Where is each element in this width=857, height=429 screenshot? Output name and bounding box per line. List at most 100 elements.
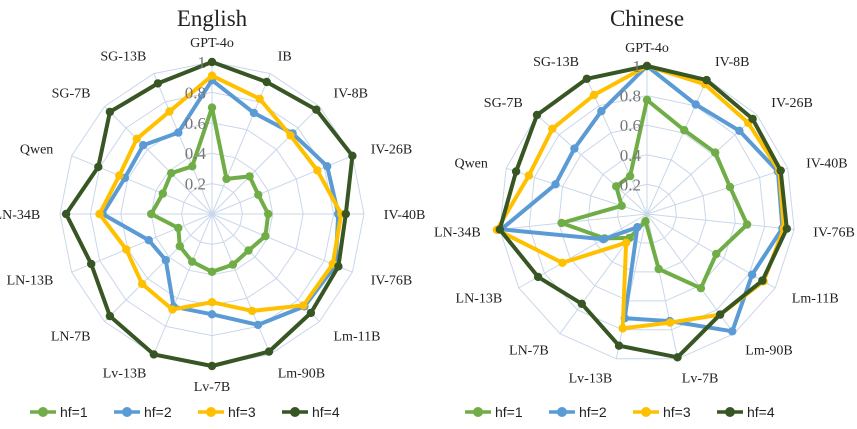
spoke-iv-76b — [646, 213, 795, 230]
data-point-hf-1-iv-26b — [254, 190, 263, 199]
legend-marker-hf-4 — [290, 407, 300, 417]
data-point-hf-1-sg-7b — [167, 169, 176, 178]
tick-label: 0.8 — [620, 87, 641, 106]
data-point-hf-1-iv-40b — [264, 209, 273, 219]
data-point-hf-4-ln-7b — [105, 311, 115, 321]
chart-title: English — [177, 6, 248, 31]
data-point-hf-2-qwen — [551, 180, 560, 189]
data-point-hf-1-lm-11b — [244, 246, 253, 255]
data-point-hf-4-iv-8b — [312, 105, 321, 114]
data-point-hf-1-sg-13b — [188, 162, 197, 171]
data-point-hf-2-ln-7b — [161, 256, 170, 265]
data-point-hf-3-lm-90b — [247, 306, 257, 316]
data-point-hf-2-ln-13b — [599, 235, 608, 244]
axis-label-lv-13b: Lv-13B — [569, 372, 613, 387]
legend-label-hf-4: hf=4 — [747, 404, 775, 420]
data-point-hf-3-ib — [255, 94, 264, 104]
data-point-hf-4-sg-13b — [153, 79, 163, 88]
axis-label-lv-7b: Lv-7B — [194, 380, 231, 395]
data-point-hf-1-gpt-4o — [207, 103, 217, 112]
data-point-hf-1-lv-13b — [641, 217, 650, 226]
axis-label-lm-11b: Lm-11B — [334, 330, 381, 345]
data-point-hf-1-lv-7b — [654, 264, 663, 274]
axis-label-lm-11b: Lm-11B — [792, 292, 839, 307]
tick-label: 0.2 — [620, 175, 641, 194]
legend-marker-hf-1 — [38, 407, 48, 417]
legend-item-hf-3: hf=3 — [633, 404, 691, 420]
legend-marker-hf-2 — [122, 407, 132, 417]
data-point-hf-1-ib — [222, 174, 231, 184]
data-point-hf-4-ln-13b — [87, 259, 96, 269]
axis-label-gpt-4o: GPT-4o — [625, 41, 669, 56]
spoke-iv-8b — [211, 106, 320, 215]
data-point-hf-1-ln-34b — [557, 218, 566, 228]
axis-label-lm-90b: Lm-90B — [278, 367, 325, 382]
data-point-hf-3-sg-13b — [165, 107, 174, 116]
data-point-hf-3-lv-13b — [618, 324, 627, 333]
data-point-hf-2-sg-7b — [139, 141, 148, 150]
data-point-hf-4-lm-11b — [758, 276, 767, 285]
data-point-hf-4-ln-34b — [61, 209, 71, 219]
axis-label-qwen: Qwen — [20, 142, 53, 157]
legend-marker-hf-3 — [641, 407, 651, 417]
data-point-hf-2-iv-8b — [691, 100, 700, 109]
data-point-hf-4-ln-7b — [577, 299, 586, 308]
data-point-hf-3-qwen — [524, 171, 533, 180]
data-point-hf-4-lv-13b — [149, 350, 158, 359]
data-point-hf-3-ln-13b — [558, 258, 567, 267]
legend-label-hf-1: hf=1 — [495, 404, 523, 420]
data-point-hf-4-iv-8b — [702, 75, 711, 85]
data-point-hf-4-sg-7b — [105, 107, 115, 117]
legend-item-hf-2: hf=2 — [114, 404, 172, 420]
data-point-hf-4-lv-7b — [673, 353, 682, 362]
radar-chart-english: English GPT-4o IB IV-8B IV-26B IV-40B IV-76B Lm… — [0, 6, 425, 420]
data-point-hf-4-iv-40b — [341, 209, 350, 219]
axis-label-sg-7b: SG-7B — [484, 96, 523, 111]
data-point-hf-1-sg-13b — [625, 171, 635, 181]
data-point-hf-1-iv-26b — [711, 148, 720, 157]
data-point-hf-4-iv-26b — [348, 151, 357, 160]
legend-item-hf-1: hf=1 — [465, 404, 523, 420]
data-point-hf-1-iv-76b — [261, 231, 270, 241]
legend-item-hf-1: hf=1 — [30, 404, 88, 420]
data-point-hf-1-lm-11b — [712, 249, 721, 259]
data-point-hf-1-gpt-4o — [642, 95, 652, 105]
axis-label-ln-13b: LN-13B — [7, 274, 54, 289]
data-point-hf-4-lv-7b — [207, 361, 217, 371]
legend-item-hf-2: hf=2 — [549, 404, 607, 420]
data-point-hf-4-gpt-4o — [642, 61, 652, 71]
data-point-hf-1-ln-34b — [147, 209, 156, 219]
data-point-hf-2-ib — [249, 108, 259, 118]
axis-label-iv-76b: IV-76B — [813, 226, 855, 241]
tick-label: 0.2 — [185, 175, 206, 194]
data-point-hf-1-ln-7b — [175, 242, 184, 251]
data-point-hf-2-ln-13b — [144, 236, 153, 245]
data-point-hf-2-sg-13b — [597, 107, 606, 116]
axis-label-iv-76b: IV-76B — [371, 274, 413, 289]
data-point-hf-3-ln-13b — [122, 245, 131, 254]
data-point-hf-1-iv-40b — [725, 182, 735, 192]
data-point-hf-3-sg-13b — [589, 90, 599, 100]
axis-label-sg-13b: SG-13B — [533, 55, 579, 70]
spoke-iv-8b — [646, 78, 708, 215]
legend-item-hf-4: hf=4 — [717, 404, 775, 420]
axis-label-iv-40b: IV-40B — [806, 156, 848, 171]
axis-label-lv-13b: Lv-13B — [103, 367, 147, 382]
data-point-hf-2-iv-26b — [323, 162, 332, 171]
data-point-hf-3-gpt-4o — [207, 71, 217, 80]
data-point-hf-4-lm-90b — [715, 310, 725, 319]
legend-label-hf-1: hf=1 — [60, 404, 88, 420]
axis-label-ln-34b: LN-34B — [434, 226, 481, 241]
legend-marker-hf-2 — [557, 407, 567, 417]
data-point-hf-1-qwen — [158, 189, 167, 198]
legend-label-hf-2: hf=2 — [579, 404, 607, 420]
data-point-hf-4-iv-76b — [782, 224, 791, 233]
data-point-hf-4-lm-90b — [264, 347, 274, 356]
axis-label-iv-26b: IV-26B — [771, 96, 813, 111]
data-point-hf-1-sg-7b — [612, 182, 621, 191]
data-point-hf-2-sg-13b — [174, 128, 183, 137]
legend-marker-hf-3 — [206, 407, 216, 417]
radar-chart-chinese: Chinese GPT-4o IV-8B IV-26B IV-40B IV-76B Lm-1… — [434, 6, 855, 420]
grid-ring-5 — [499, 65, 795, 360]
